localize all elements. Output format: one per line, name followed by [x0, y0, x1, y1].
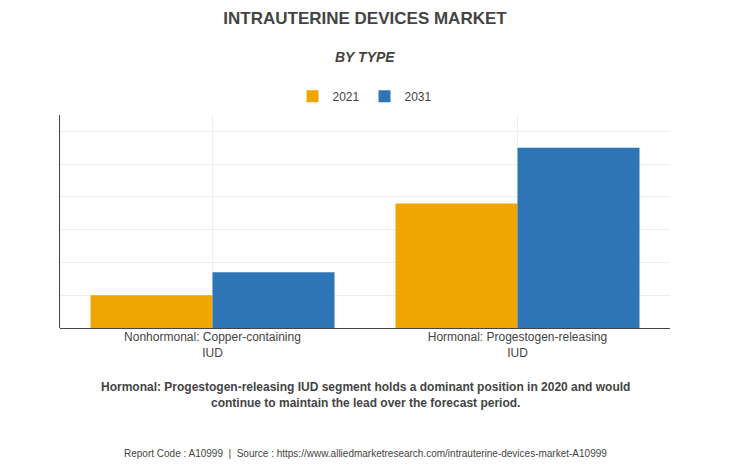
svg-text:Nonhormonal: Copper-containing: Nonhormonal: Copper-containingIUD — [124, 330, 301, 360]
svg-text:2031: 2031 — [405, 90, 432, 104]
svg-text:Hormonal: Progestogen-releasin: Hormonal: Progestogen-releasingIUD — [428, 330, 607, 360]
svg-text:BY TYPE: BY TYPE — [335, 49, 395, 65]
svg-text:Report Code : A10999 | Sourc: Report Code : A10999 | Source : https://… — [124, 448, 607, 459]
svg-text:2021: 2021 — [333, 90, 360, 104]
svg-text:INTRAUTERINE DEVICES MARKET: INTRAUTERINE DEVICES MARKET — [223, 9, 507, 28]
svg-text:Hormonal: Progestogen-releasin: Hormonal: Progestogen-releasing IUD segm… — [101, 380, 630, 410]
